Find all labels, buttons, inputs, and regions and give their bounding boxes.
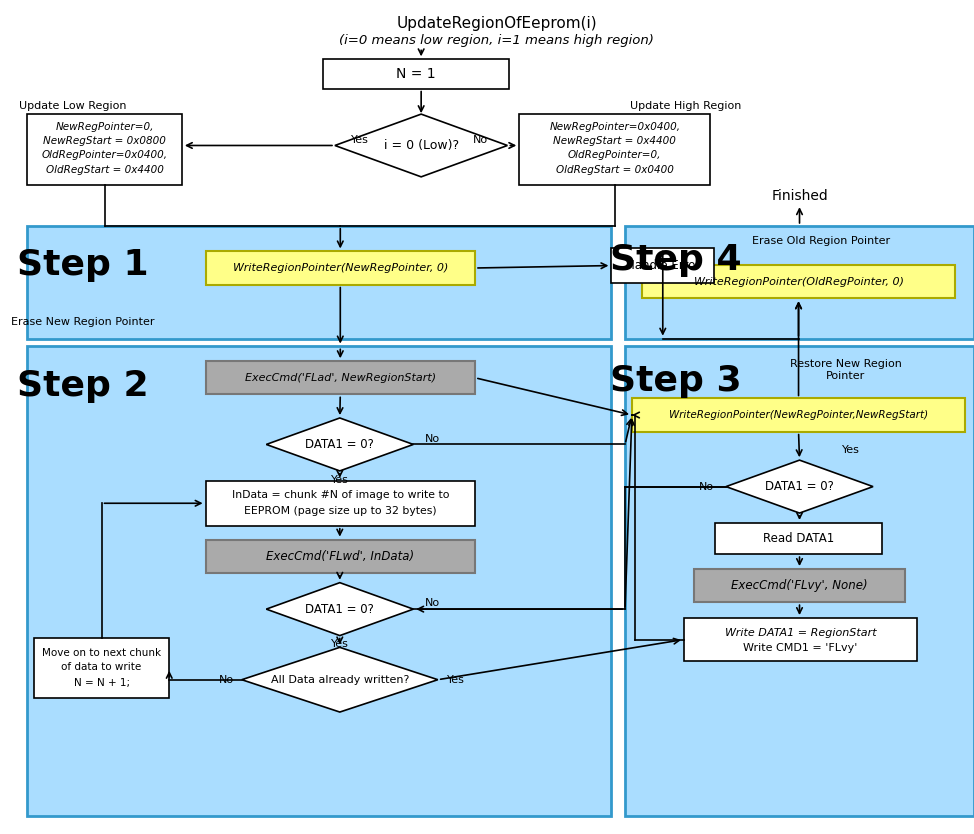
Polygon shape	[726, 460, 873, 513]
Text: WriteRegionPointer(NewRegPointer,NewRegStart): WriteRegionPointer(NewRegPointer,NewRegS…	[669, 410, 928, 420]
Text: OldRegStart = 0x4400: OldRegStart = 0x4400	[46, 165, 164, 175]
Polygon shape	[266, 418, 413, 471]
Text: DATA1 = 0?: DATA1 = 0?	[766, 480, 834, 493]
Text: Update High Region: Update High Region	[630, 101, 741, 111]
Text: InData = chunk #N of image to write to: InData = chunk #N of image to write to	[232, 490, 449, 500]
Bar	[34, 637, 169, 698]
Bar	[715, 523, 881, 555]
Text: NewRegStart = 0x0800: NewRegStart = 0x0800	[43, 136, 166, 146]
Text: Yes: Yes	[446, 675, 465, 685]
Bar	[612, 249, 714, 283]
Text: Write CMD1 = 'FLvy': Write CMD1 = 'FLvy'	[743, 643, 858, 653]
Text: Yes: Yes	[352, 134, 369, 144]
Bar	[27, 226, 612, 339]
Text: N = N + 1;: N = N + 1;	[74, 678, 130, 688]
Text: DATA1 = 0?: DATA1 = 0?	[306, 438, 374, 451]
Text: DATA1 = 0?: DATA1 = 0?	[306, 603, 374, 615]
Polygon shape	[242, 647, 438, 712]
Bar	[206, 540, 475, 573]
Text: OldRegPointer=0x0400,: OldRegPointer=0x0400,	[42, 150, 168, 160]
Bar	[625, 226, 974, 339]
Text: No: No	[698, 481, 714, 491]
Text: Step 1: Step 1	[18, 248, 149, 282]
Text: ExecCmd('FLad', NewRegionStart): ExecCmd('FLad', NewRegionStart)	[244, 373, 435, 383]
Text: Erase New Region Pointer: Erase New Region Pointer	[12, 317, 155, 327]
Text: (i=0 means low region, i=1 means high region): (i=0 means low region, i=1 means high re…	[339, 34, 655, 47]
Text: WriteRegionPointer(NewRegPointer, 0): WriteRegionPointer(NewRegPointer, 0)	[233, 263, 448, 273]
Text: Move on to next chunk: Move on to next chunk	[42, 648, 161, 658]
Text: No: No	[426, 598, 440, 608]
Text: Finished: Finished	[771, 189, 828, 203]
Text: UpdateRegionOfEeprom(i): UpdateRegionOfEeprom(i)	[396, 17, 597, 32]
Text: NewRegStart = 0x4400: NewRegStart = 0x4400	[553, 136, 676, 146]
Bar	[684, 618, 918, 661]
Bar	[27, 346, 612, 816]
Bar	[693, 569, 906, 602]
Text: Write DATA1 = RegionStart: Write DATA1 = RegionStart	[725, 628, 877, 638]
Text: NewRegPointer=0,: NewRegPointer=0,	[56, 122, 154, 132]
Text: EEPROM (page size up to 32 bytes): EEPROM (page size up to 32 bytes)	[244, 506, 436, 516]
Text: of data to write: of data to write	[61, 662, 142, 672]
Text: N = 1: N = 1	[396, 67, 436, 81]
Text: ExecCmd('FLwd', InData): ExecCmd('FLwd', InData)	[266, 550, 414, 563]
Bar	[632, 399, 965, 432]
Text: Step 3: Step 3	[610, 364, 742, 398]
Text: Yes: Yes	[331, 640, 349, 650]
Text: i = 0 (Low)?: i = 0 (Low)?	[384, 139, 459, 152]
Text: No: No	[218, 675, 234, 685]
Bar	[206, 480, 475, 525]
Text: Restore New Region: Restore New Region	[790, 359, 902, 369]
Bar	[625, 346, 974, 816]
Text: WriteRegionPointer(OldRegPointer, 0): WriteRegionPointer(OldRegPointer, 0)	[693, 277, 904, 287]
Text: Update Low Region: Update Low Region	[19, 101, 127, 111]
Text: Read DATA1: Read DATA1	[763, 532, 834, 545]
Text: Yes: Yes	[843, 445, 860, 455]
Text: Pointer: Pointer	[826, 371, 865, 381]
Text: All Data already written?: All Data already written?	[271, 675, 409, 685]
Bar	[323, 59, 509, 88]
Text: Handle Error: Handle Error	[625, 259, 700, 272]
Bar	[519, 114, 710, 184]
Text: Erase Old Region Pointer: Erase Old Region Pointer	[752, 235, 890, 245]
Bar	[206, 361, 475, 394]
Text: ExecCmd('FLvy', None): ExecCmd('FLvy', None)	[731, 579, 868, 592]
Text: Step 4: Step 4	[610, 244, 742, 277]
Bar	[206, 251, 475, 284]
Text: OldRegStart = 0x0400: OldRegStart = 0x0400	[556, 165, 674, 175]
Bar	[27, 114, 182, 184]
Polygon shape	[335, 114, 507, 177]
Text: Yes: Yes	[331, 475, 349, 485]
Text: Step 2: Step 2	[18, 369, 149, 403]
Text: OldRegPointer=0,: OldRegPointer=0,	[568, 150, 661, 160]
Text: No: No	[426, 434, 440, 444]
Bar	[642, 265, 955, 299]
Text: No: No	[472, 134, 488, 144]
Polygon shape	[266, 583, 413, 636]
Text: NewRegPointer=0x0400,: NewRegPointer=0x0400,	[549, 122, 680, 132]
